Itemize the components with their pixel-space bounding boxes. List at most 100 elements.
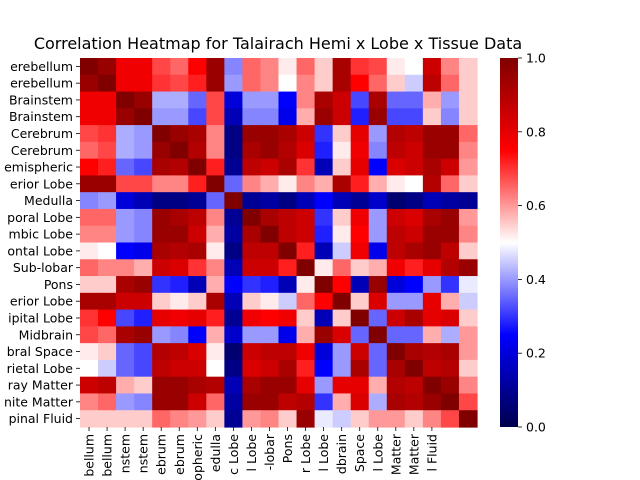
row-label: erior Lobe xyxy=(10,294,73,309)
row-label: bral Space xyxy=(7,344,74,359)
heatmap-cell xyxy=(332,158,352,177)
heatmap-cell xyxy=(224,225,244,244)
heatmap-cell xyxy=(80,276,99,294)
heatmap-cell xyxy=(260,74,280,93)
heatmap-cell xyxy=(242,242,262,260)
column-label: l Lobe xyxy=(316,434,331,472)
heatmap-cell xyxy=(296,158,316,177)
heatmap-cell xyxy=(116,343,135,361)
heatmap-cell xyxy=(350,91,370,109)
heatmap-cell xyxy=(332,225,352,244)
heatmap-cell xyxy=(458,242,478,260)
heatmap-cell xyxy=(152,141,171,160)
heatmap-cell xyxy=(404,141,424,160)
heatmap-cell xyxy=(242,393,262,411)
heatmap-cell xyxy=(134,158,153,177)
column-label: ebrum xyxy=(172,434,187,475)
heatmap-cell xyxy=(224,259,244,277)
heatmap-cell xyxy=(206,309,225,327)
heatmap-cell xyxy=(116,108,135,126)
heatmap-cell xyxy=(404,242,424,260)
heatmap-cell xyxy=(152,74,171,93)
heatmap-cell xyxy=(170,175,189,193)
heatmap-cell xyxy=(116,376,135,395)
heatmap-cell xyxy=(206,91,225,109)
heatmap-cell xyxy=(422,125,442,143)
heatmap-cell xyxy=(170,309,189,327)
heatmap-cell xyxy=(170,225,189,244)
heatmap-cell xyxy=(242,158,262,177)
column-label: l Fluid xyxy=(424,434,439,471)
heatmap-cell xyxy=(278,225,298,244)
heatmap-cell xyxy=(386,192,406,210)
heatmap-cell xyxy=(350,125,370,143)
heatmap-cell xyxy=(458,108,478,126)
heatmap-cell xyxy=(368,343,388,361)
heatmap-cell xyxy=(458,326,478,344)
column-label: r Lobe xyxy=(298,434,313,473)
heatmap-cell xyxy=(332,74,352,93)
heatmap-cell xyxy=(458,175,478,193)
heatmap-cell xyxy=(80,225,99,244)
heatmap-cell xyxy=(98,292,117,311)
heatmap-cell xyxy=(404,158,424,177)
heatmap-cell xyxy=(170,359,189,378)
heatmap-cell xyxy=(134,58,153,76)
heatmap-cell xyxy=(98,309,117,327)
heatmap-cell xyxy=(278,108,298,126)
heatmap-cell xyxy=(188,242,207,260)
heatmap-cell xyxy=(296,292,316,311)
heatmap-cell xyxy=(458,192,478,210)
heatmap-cell xyxy=(260,393,280,411)
heatmap-cell xyxy=(350,410,370,428)
heatmap-cell xyxy=(278,309,298,327)
heatmap-cell xyxy=(278,242,298,260)
heatmap-cell xyxy=(386,125,406,143)
heatmap-cell xyxy=(350,141,370,160)
heatmap-cell xyxy=(188,158,207,177)
row-label: Medulla xyxy=(24,193,73,208)
heatmap-cell xyxy=(296,326,316,344)
heatmap-cell xyxy=(260,125,280,143)
heatmap-cell xyxy=(188,192,207,210)
heatmap-cell xyxy=(116,410,135,428)
heatmap-cell xyxy=(170,158,189,177)
heatmap-cell xyxy=(260,376,280,395)
heatmap-cell xyxy=(134,410,153,428)
heatmap-cell xyxy=(422,192,442,210)
heatmap-cell xyxy=(422,242,442,260)
heatmap-cell xyxy=(152,91,171,109)
heatmap-cell xyxy=(422,141,442,160)
heatmap-cell xyxy=(332,108,352,126)
heatmap-cell xyxy=(386,208,406,227)
colorbar xyxy=(500,58,518,427)
heatmap-cell xyxy=(206,141,225,160)
heatmap-cell xyxy=(278,359,298,378)
heatmap-cell xyxy=(152,359,171,378)
heatmap-cell xyxy=(242,259,262,277)
heatmap-cell xyxy=(98,158,117,177)
heatmap-cell xyxy=(260,192,280,210)
heatmap-cell xyxy=(188,276,207,294)
heatmap-cell xyxy=(242,74,262,93)
heatmap-cell xyxy=(152,158,171,177)
heatmap-cell xyxy=(296,276,316,294)
heatmap-cell xyxy=(170,343,189,361)
heatmap-cell xyxy=(458,225,478,244)
heatmap-cell xyxy=(134,242,153,260)
heatmap-cell xyxy=(314,175,334,193)
heatmap-cell xyxy=(134,292,153,311)
column-label: ebrum xyxy=(154,434,169,475)
heatmap-cell xyxy=(278,343,298,361)
heatmap-cell xyxy=(422,343,442,361)
heatmap-cell xyxy=(116,242,135,260)
heatmap-cell xyxy=(332,58,352,76)
heatmap-cell xyxy=(206,359,225,378)
heatmap-cell xyxy=(98,74,117,93)
row-label: ray Matter xyxy=(8,378,74,393)
heatmap-cell xyxy=(350,393,370,411)
row-label: poral Lobe xyxy=(7,210,73,225)
heatmap-cell xyxy=(314,141,334,160)
column-label: nstem xyxy=(118,434,133,473)
column-label: bellum xyxy=(100,434,115,477)
